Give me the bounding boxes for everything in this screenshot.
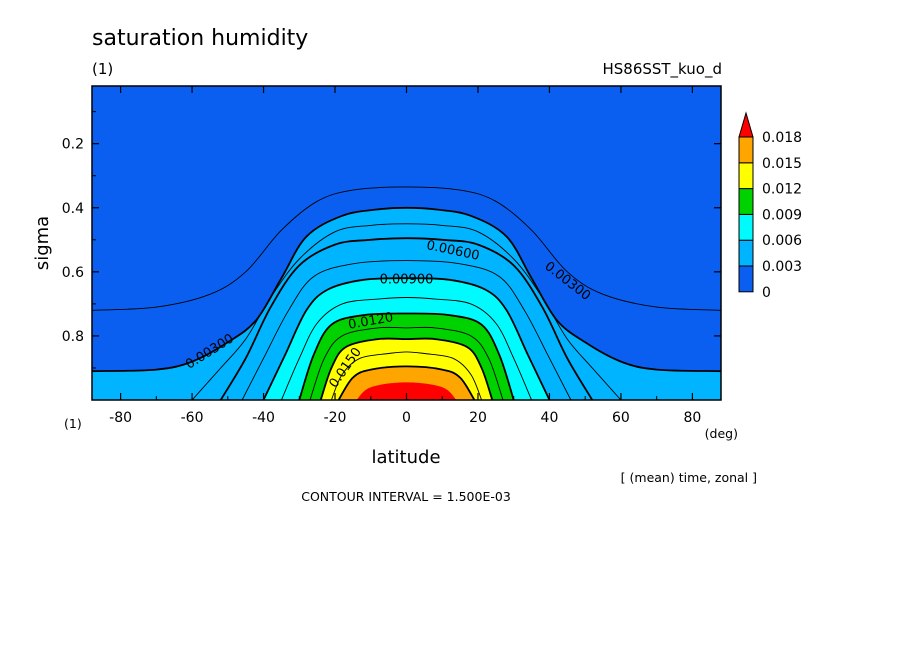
colorbar-segment <box>738 188 754 215</box>
chart-title: saturation humidity <box>92 26 308 51</box>
contour-line-2 <box>92 206 721 373</box>
y-axis-ticks: 0.2 0.4 0.6 0.8 <box>62 111 721 369</box>
x-tick-label: 40 <box>541 410 559 426</box>
contour-line-12 <box>337 365 476 400</box>
contour-line-9 <box>309 326 504 400</box>
contour-line-4 <box>219 237 594 400</box>
contour-line-6 <box>262 277 551 400</box>
averaging-note: [ (mean) time, zonal ] <box>621 470 757 485</box>
colorbar-segment <box>738 239 754 267</box>
subtitle-right: HS86SST_kuo_d <box>602 60 722 79</box>
colorbar-label: 0.015 <box>762 156 802 172</box>
contour-line-5 <box>241 260 572 400</box>
y-tick-label: 0.2 <box>62 137 84 153</box>
contour-line-10 <box>319 337 494 400</box>
subtitle-left: (1) <box>92 60 113 78</box>
colorbar: 0 0.003 0.006 0.009 0.012 0.015 0.018 <box>738 111 802 301</box>
colorbar-label: 0.006 <box>762 233 802 249</box>
x-tick-label: -40 <box>252 410 275 426</box>
colorbar-label: 0.009 <box>762 207 802 223</box>
colorbar-label: 0.018 <box>762 130 802 146</box>
colorbar-segment <box>738 162 754 190</box>
y-tick-label: 0.8 <box>62 329 84 345</box>
colorbar-segment <box>738 136 754 164</box>
x-tick-label: 60 <box>612 410 630 426</box>
y-tick-label: 0.6 <box>62 265 84 281</box>
y-tick-label: 0.4 <box>62 201 84 217</box>
colorbar-extend-triangle <box>738 111 754 138</box>
x-tick-label: -60 <box>181 410 204 426</box>
x-axis-ticks: -80 -60 -40 -20 0 20 40 60 80 <box>109 86 701 426</box>
x-tick-label: 0 <box>402 410 411 426</box>
colorbar-segment <box>738 213 754 241</box>
x-axis-label: latitude <box>371 447 440 468</box>
contour-band-7 <box>356 382 457 400</box>
y-axis-label: sigma <box>32 216 53 270</box>
contour-label: 0.00900 <box>380 272 434 287</box>
colorbar-label: 0 <box>762 285 771 301</box>
x-tick-label: 80 <box>683 410 701 426</box>
contour-lines <box>92 186 721 400</box>
contour-line-7 <box>280 297 533 400</box>
colorbar-segment <box>738 265 754 293</box>
colorbar-label: 0.003 <box>762 259 802 275</box>
contour-line-1 <box>92 186 721 311</box>
x-tick-label: -80 <box>109 410 132 426</box>
x-unit-label: (deg) <box>705 426 738 441</box>
contour-line-3 <box>191 223 622 400</box>
x-tick-label: -20 <box>324 410 347 426</box>
x-tick-label: 20 <box>469 410 487 426</box>
colorbar-label: 0.012 <box>762 182 802 198</box>
x-corner-label: (1) <box>64 416 82 431</box>
contour-interval-note: CONTOUR INTERVAL = 1.500E-03 <box>301 489 511 504</box>
contour-line-8 <box>298 312 515 400</box>
contour-line-11 <box>330 351 483 400</box>
